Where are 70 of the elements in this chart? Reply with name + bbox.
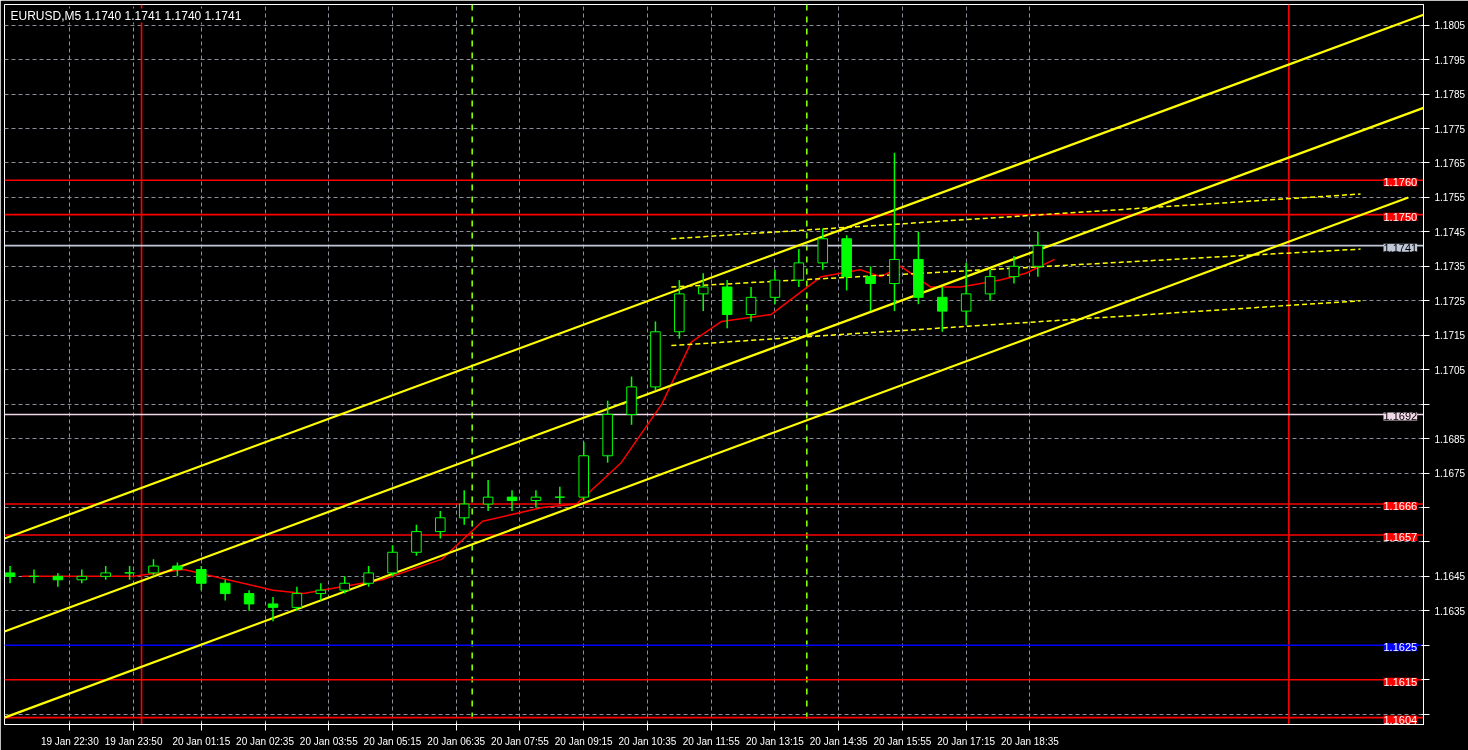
candlestick: [196, 565, 207, 591]
candlestick: [363, 565, 374, 588]
ref-line-label: 1.1760: [1383, 176, 1418, 189]
x-tick-label: 20 Jan 13:15: [746, 735, 805, 747]
candlestick: [865, 265, 876, 312]
y-tick-label: 1.1675: [1434, 468, 1466, 480]
candlestick: [435, 510, 446, 540]
candlestick: [960, 262, 972, 326]
candlestick: [315, 582, 327, 602]
candlestick: [291, 585, 303, 612]
candlestick: [28, 568, 40, 585]
x-tick-label: 20 Jan 01:15: [172, 735, 231, 747]
y-tick-label: 1.1745: [1434, 226, 1466, 238]
candlestick: [793, 248, 805, 288]
candlestick: [984, 269, 996, 302]
ref-line-label: 1.1604: [1383, 713, 1418, 726]
candlestick: [52, 572, 64, 588]
candlestick: [243, 589, 255, 612]
y-tick-label: 1.1715: [1434, 330, 1466, 342]
ref-line-label: 1.1692: [1383, 410, 1418, 423]
ref-line-label: 1.1666: [1383, 500, 1418, 513]
candlestick: [936, 286, 948, 333]
candlestick: [554, 486, 566, 505]
candlestick: [769, 269, 781, 305]
x-tick-label: 20 Jan 15:55: [873, 735, 932, 747]
x-tick-label: 20 Jan 03:55: [299, 735, 359, 747]
candlestick: [387, 544, 398, 578]
x-tick-label: 20 Jan 09:15: [554, 735, 614, 747]
y-tick-label: 1.1775: [1434, 123, 1466, 135]
y-tick-label: 1.1795: [1434, 54, 1466, 66]
y-tick-label: 1.1735: [1434, 261, 1466, 273]
candlestick: [267, 596, 279, 622]
y-tick-label: 1.1805: [1434, 20, 1466, 32]
candlestick: [697, 272, 709, 312]
candlestick: [530, 489, 542, 509]
candlestick: [506, 489, 518, 512]
x-tick-label: 20 Jan 14:35: [809, 735, 869, 747]
y-tick-label: 1.1725: [1434, 295, 1466, 307]
candlestick: [1032, 231, 1044, 278]
y-tick-label: 1.1785: [1434, 89, 1466, 101]
candlestick: [458, 489, 470, 526]
ref-line-label: 1.1625: [1383, 641, 1418, 654]
candlestick: [76, 568, 88, 585]
x-tick-label: 20 Jan 18:35: [1001, 735, 1060, 747]
ref-line-label: 1.1615: [1383, 675, 1418, 688]
candlestick: [219, 579, 231, 602]
x-tick-label: 20 Jan 06:35: [427, 735, 486, 747]
x-tick-label: 20 Jan 11:55: [682, 735, 741, 747]
candlestick: [411, 523, 422, 557]
ref-line-label: 1.1741: [1383, 241, 1418, 254]
x-tick-label: 20 Jan 17:15: [937, 735, 996, 747]
y-tick-label: 1.1765: [1434, 157, 1466, 169]
x-tick-label: 20 Jan 02:35: [236, 735, 295, 747]
x-tick-label: 19 Jan 23:50: [104, 735, 163, 747]
chart-title: EURUSD,M5 1.1740 1.1741 1.1740 1.1741: [10, 8, 242, 23]
y-tick-label: 1.1635: [1434, 605, 1466, 617]
y-tick-label: 1.1685: [1434, 433, 1466, 445]
y-tick-label: 1.1645: [1434, 571, 1466, 583]
x-tick-label: 20 Jan 07:55: [491, 735, 550, 747]
y-tick-label: 1.1705: [1434, 364, 1466, 376]
ref-line-label: 1.1750: [1383, 210, 1418, 223]
y-tick-label: 1.1755: [1434, 192, 1466, 204]
candlestick: [4, 565, 16, 585]
x-tick-label: 20 Jan 10:35: [618, 735, 677, 747]
candlestick: [1008, 255, 1020, 285]
x-tick-label: 19 Jan 22:30: [40, 735, 100, 747]
ref-line-label: 1.1657: [1383, 531, 1418, 544]
candlestick: [745, 286, 757, 323]
candlestick: [482, 479, 494, 512]
x-tick-label: 20 Jan 05:15: [363, 735, 422, 747]
